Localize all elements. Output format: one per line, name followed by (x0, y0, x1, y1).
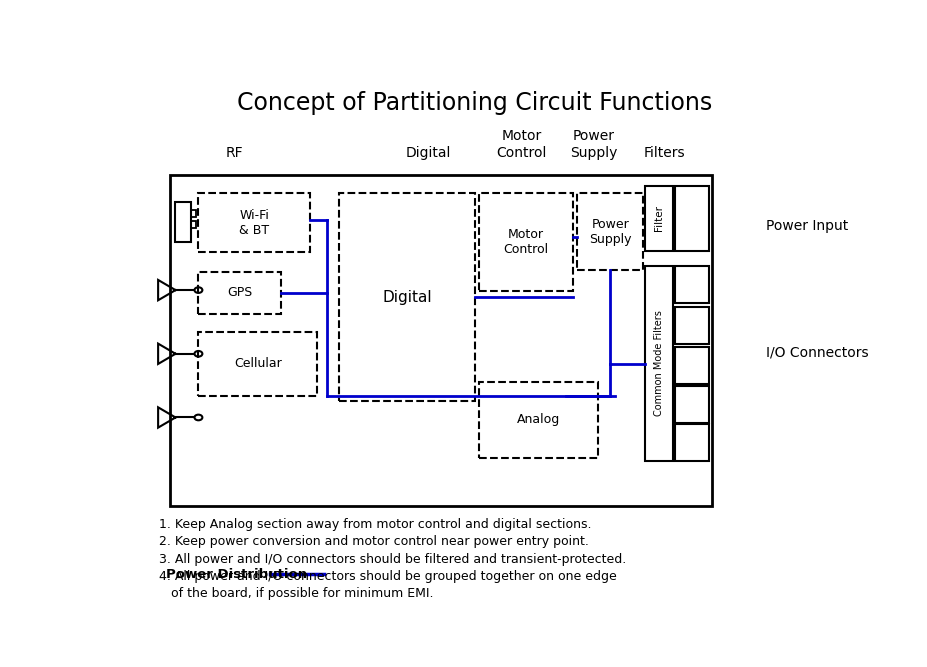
Text: Concept of Partitioning Circuit Functions: Concept of Partitioning Circuit Function… (237, 91, 713, 115)
Bar (338, 193, 476, 401)
Text: Filter: Filter (654, 205, 664, 231)
Text: 4. All power and I/O connectors should be grouped together on one edge: 4. All power and I/O connectors should b… (159, 570, 616, 583)
Bar (645, 266, 673, 461)
Bar (198, 331, 317, 396)
Bar (479, 382, 598, 458)
Text: Power Input: Power Input (766, 219, 848, 233)
Bar (170, 175, 712, 506)
Text: Power Distribution: Power Distribution (166, 568, 307, 580)
Text: Power
Supply: Power Supply (589, 217, 631, 245)
Text: 2. Keep power conversion and motor control near power entry point.: 2. Keep power conversion and motor contr… (159, 535, 589, 548)
Text: Wi-Fi
& BT: Wi-Fi & BT (239, 209, 269, 237)
Bar (675, 267, 709, 303)
Text: of the board, if possible for minimum EMI.: of the board, if possible for minimum EM… (159, 588, 434, 600)
Bar (479, 193, 573, 291)
Bar (198, 271, 281, 313)
Bar (191, 221, 196, 228)
Bar (191, 210, 196, 217)
Text: 1. Keep Analog section away from motor control and digital sections.: 1. Keep Analog section away from motor c… (159, 518, 591, 531)
Text: Motor
Control: Motor Control (503, 228, 549, 256)
Bar (645, 186, 673, 251)
Text: Motor
Control: Motor Control (497, 129, 547, 159)
Text: Power
Supply: Power Supply (570, 129, 617, 159)
Text: Digital: Digital (382, 289, 432, 305)
Text: 3. All power and I/O connectors should be filtered and transient-protected.: 3. All power and I/O connectors should b… (159, 552, 627, 566)
Bar (675, 186, 709, 251)
Text: Filters: Filters (643, 145, 685, 159)
Bar (578, 193, 643, 270)
Text: Common Mode Filters: Common Mode Filters (654, 311, 664, 416)
Text: GPS: GPS (227, 286, 252, 299)
Bar (175, 201, 191, 242)
Bar (675, 386, 709, 423)
Bar (198, 193, 310, 252)
Bar (675, 347, 709, 384)
Bar (675, 424, 709, 461)
Text: RF: RF (225, 145, 243, 159)
Text: Analog: Analog (517, 413, 560, 426)
Text: Cellular: Cellular (234, 358, 282, 370)
Text: I/O Connectors: I/O Connectors (766, 346, 869, 360)
Text: Digital: Digital (406, 145, 451, 159)
Bar (675, 307, 709, 344)
